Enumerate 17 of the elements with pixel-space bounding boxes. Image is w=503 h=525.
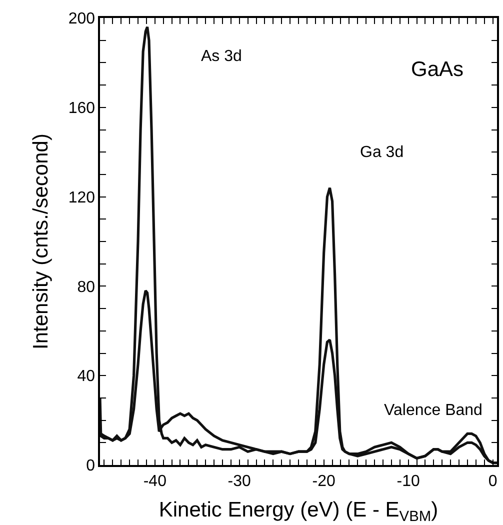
y-tick-label: 80 bbox=[77, 278, 96, 296]
y-tick-label: 0 bbox=[86, 458, 96, 475]
y-tick-label: 160 bbox=[68, 100, 96, 117]
annotation: GaAs bbox=[411, 58, 464, 81]
annotation: Valence Band bbox=[384, 402, 482, 419]
annotation: As 3d bbox=[201, 48, 242, 65]
x-tick-label: 0 bbox=[488, 472, 498, 490]
x-tick-label: -40 bbox=[143, 472, 167, 490]
annotation: Ga 3d bbox=[360, 144, 404, 161]
x-tick-label: -30 bbox=[228, 472, 252, 490]
y-tick-label: 200 bbox=[68, 10, 96, 28]
x-tick-label: -20 bbox=[312, 472, 336, 490]
y-axis-title: Intensity (cnts./second) bbox=[30, 134, 52, 350]
x-tick-label: -10 bbox=[396, 472, 420, 490]
y-tick-label: 40 bbox=[77, 368, 96, 386]
y-tick-label: 120 bbox=[68, 189, 96, 206]
x-axis-title: Kinetic Energy (eV) (E - E$_{VBM}$) bbox=[158, 498, 438, 525]
